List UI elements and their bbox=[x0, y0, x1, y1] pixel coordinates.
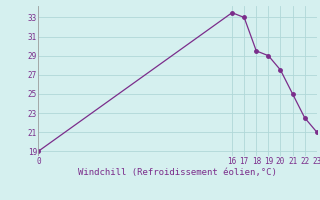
X-axis label: Windchill (Refroidissement éolien,°C): Windchill (Refroidissement éolien,°C) bbox=[78, 168, 277, 177]
